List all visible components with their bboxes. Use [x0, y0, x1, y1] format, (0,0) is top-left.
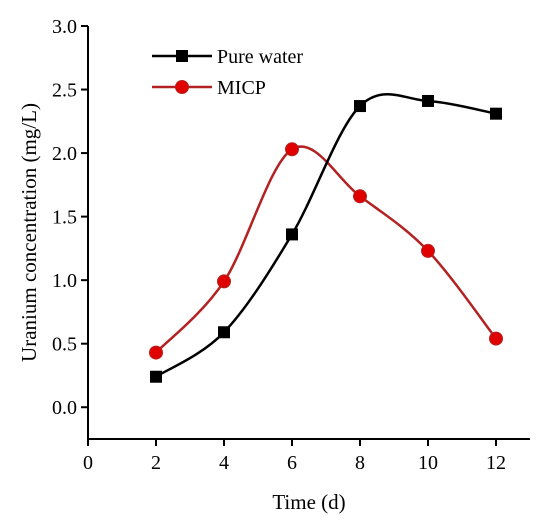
data-point-micp [285, 142, 299, 157]
data-point-pure-water [286, 228, 298, 241]
x-tick-label: 6 [287, 452, 297, 474]
x-axis-title: Time (d) [272, 490, 345, 514]
series-line-micp [155, 145, 497, 354]
legend-label-pure-water: Pure water [217, 46, 303, 68]
data-point-pure-water [354, 100, 366, 113]
series-line-pure-water [155, 93, 497, 378]
x-tick-label: 10 [418, 452, 438, 474]
y-tick-label: 3.0 [52, 16, 77, 38]
data-point-pure-water [218, 326, 230, 339]
x-tick-label: 4 [219, 452, 229, 474]
legend-marker-shape [175, 80, 189, 94]
legend-label-micp: MICP [217, 77, 266, 99]
data-point-pure-water [150, 370, 162, 383]
y-tick-label: 0.0 [52, 397, 77, 419]
data-point-micp [353, 189, 367, 204]
legend-marker-micp [175, 80, 189, 94]
x-tick-label: 12 [486, 452, 506, 474]
y-tick-label: 2.5 [52, 80, 77, 102]
legend: Pure water MICP [152, 46, 303, 99]
x-tick-label: 0 [83, 452, 93, 474]
y-axis-title: Uranium concentration (mg/L) [17, 103, 41, 362]
data-point-micp [421, 243, 435, 258]
axes [87, 26, 530, 440]
y-tick-label: 2.0 [52, 143, 77, 165]
data-point-micp [149, 345, 163, 360]
x-ticks: 0 2 4 6 8 10 12 [83, 439, 506, 474]
data-point-pure-water [490, 107, 502, 120]
legend-marker-shape [176, 50, 188, 62]
series-layer [149, 93, 503, 383]
data-point-micp [217, 274, 231, 289]
x-tick-label: 8 [355, 452, 365, 474]
y-tick-label: 1.5 [52, 207, 77, 229]
x-tick-label: 2 [151, 452, 161, 474]
y-tick-label: 0.5 [52, 334, 77, 356]
y-tick-label: 1.0 [52, 270, 77, 292]
y-ticks: 0.0 0.5 1.0 1.5 2.0 2.5 3.0 [52, 16, 88, 419]
data-point-micp [489, 331, 503, 346]
legend-marker-pure-water [176, 50, 188, 62]
data-point-pure-water [422, 94, 434, 107]
